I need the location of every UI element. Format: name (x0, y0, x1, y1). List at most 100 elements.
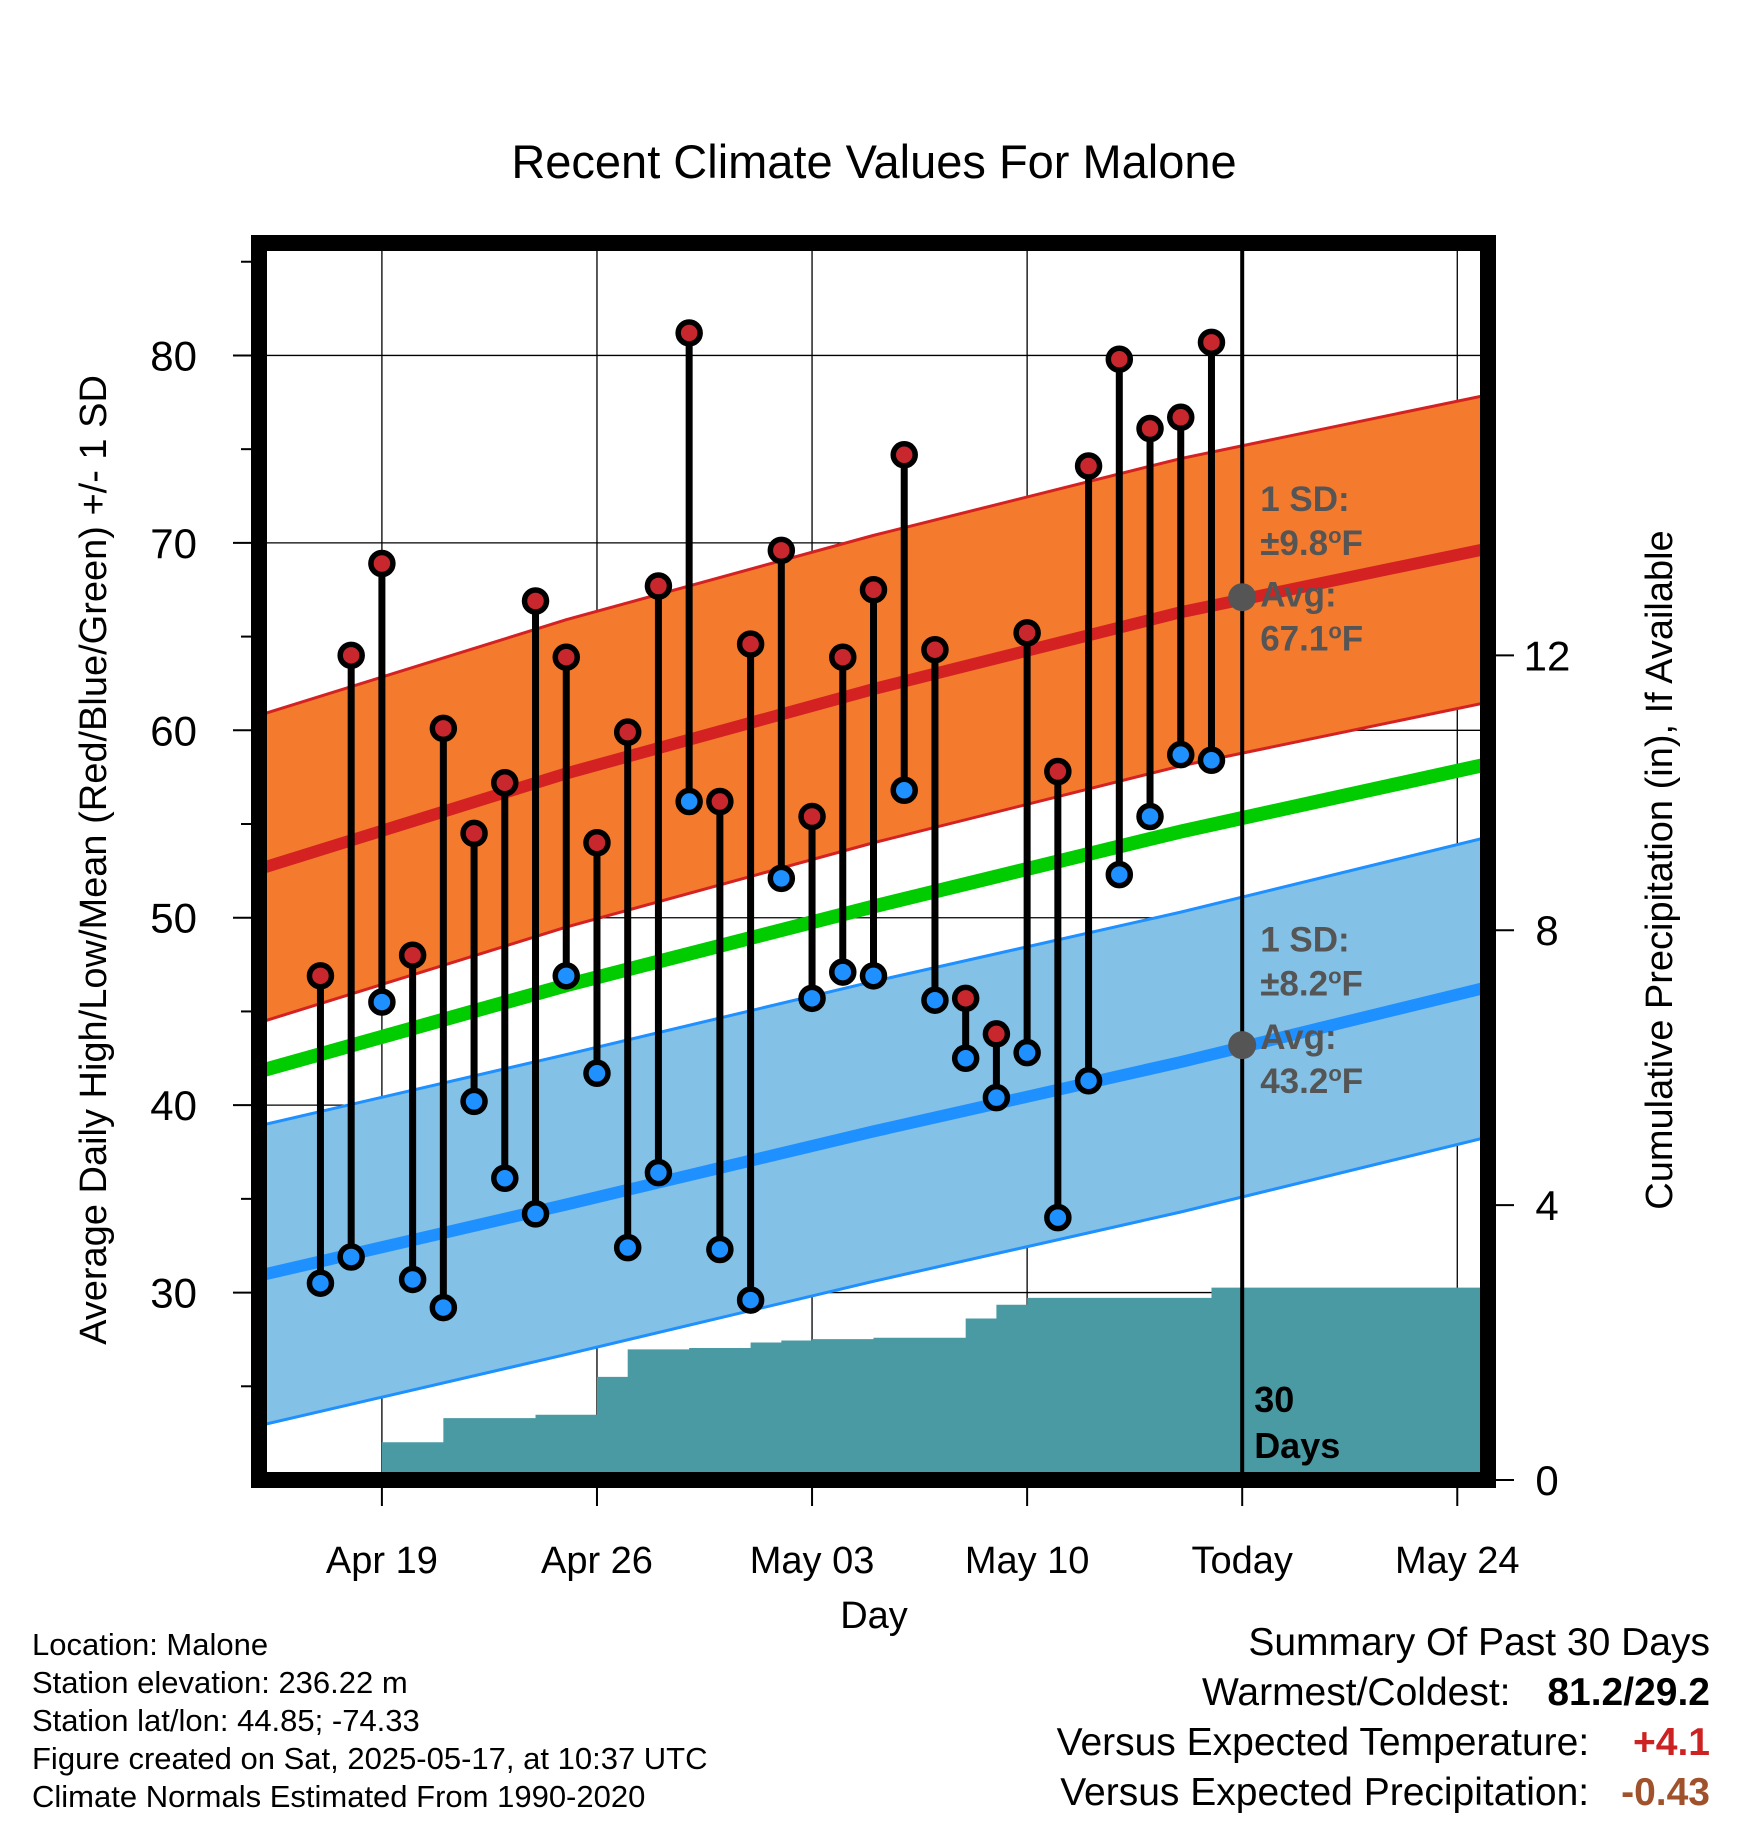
daily-low-marker (368, 988, 396, 1016)
plot-area (259, 243, 1488, 1480)
summary-title: Summary Of Past 30 Days (1248, 1621, 1710, 1664)
daily-high-marker (675, 319, 703, 347)
daily-high-marker (368, 549, 396, 578)
x-axis-label: Day (840, 1595, 908, 1637)
daily-low-marker (951, 1044, 980, 1073)
created-text: Figure created on Sat, 2025-05-17, at 10… (32, 1741, 708, 1776)
daily-low-marker (460, 1087, 488, 1116)
summary-temp-row: Versus Expected Temperature: +4.1 (1057, 1718, 1710, 1768)
daily-high-marker (644, 572, 673, 600)
daily-low-marker (1044, 1203, 1072, 1232)
daily-high-marker (429, 714, 458, 743)
low-annotation-sd-value: ±8.2oF (1260, 963, 1363, 1003)
high-annotation-avg-value: 67.1oF (1260, 619, 1363, 659)
y-tick-label: 30 (150, 1270, 197, 1317)
daily-high-marker (767, 536, 796, 565)
daily-high-marker (491, 769, 519, 797)
daily-low-marker (859, 962, 888, 990)
daily-low-marker (982, 1083, 1011, 1112)
low-annotation-avg-label: Avg: (1260, 1018, 1336, 1057)
temp-value: +4.1 (1633, 1721, 1710, 1764)
daily-high-marker (552, 643, 580, 671)
daily-high-marker (798, 802, 826, 831)
latlon-text: Station lat/lon: 44.85; -74.33 (32, 1703, 420, 1738)
daily-high-marker (1167, 403, 1195, 432)
daily-high-marker (613, 718, 642, 746)
daily-low-marker (1074, 1067, 1103, 1095)
daily-high-marker (890, 441, 918, 469)
y-tick-label: 80 (150, 332, 197, 379)
station-info: Location: Malone Station elevation: 236.… (32, 1626, 708, 1816)
high-sd-upper-edge (259, 393, 1488, 717)
daily-high-marker (1044, 757, 1072, 786)
daily-high-marker (982, 1020, 1011, 1048)
daily-high-marker (1136, 414, 1164, 443)
chart-title: Recent Climate Values For Malone (511, 135, 1236, 188)
today-high-avg-dot (1228, 583, 1257, 612)
days-unit-label: Days (1254, 1425, 1340, 1466)
daily-high-marker (921, 635, 949, 664)
precip-value: -0.43 (1621, 1771, 1710, 1814)
y2-axis-label: Cumulative Precipitation (in), If Availa… (1639, 530, 1681, 1209)
warm-cold-value: 81.2/29.2 (1547, 1671, 1710, 1714)
temp-label: Versus Expected Temperature: (1056, 1721, 1590, 1764)
y-tick-label: 70 (150, 520, 197, 567)
daily-high-marker (1197, 328, 1226, 357)
daily-low-marker (613, 1233, 642, 1262)
precipitation-area (351, 1287, 1488, 1480)
normal-low-line (259, 981, 1488, 1282)
y-tick-label: 40 (150, 1082, 197, 1129)
daily-high-marker (1013, 619, 1041, 647)
daily-low-marker (398, 1265, 427, 1294)
y-axis-label: Average Daily High/Low/Mean (Red/Blue/Gr… (73, 375, 115, 1345)
daily-low-marker (583, 1059, 611, 1088)
daily-low-marker (706, 1235, 734, 1264)
x-tick-label: Apr 26 (541, 1540, 653, 1582)
daily-low-marker (829, 958, 857, 986)
daily-low-marker (644, 1158, 673, 1187)
high-annotation-sd-label: 1 SD: (1260, 480, 1349, 519)
low-annotation-avg-value: 43.2oF (1260, 1061, 1363, 1101)
daily-high-marker (706, 787, 734, 816)
summary-precip-row: Versus Expected Precipitation: -0.43 (1057, 1768, 1710, 1818)
y2-tick-label: 0 (1535, 1457, 1558, 1504)
daily-high-marker (460, 819, 488, 848)
days-count-label: 30 (1254, 1379, 1294, 1420)
normals-text: Climate Normals Estimated From 1990-2020 (32, 1779, 646, 1814)
summary-panel: Summary Of Past 30 Days Warmest/Coldest:… (1057, 1618, 1710, 1818)
x-tick-label: May 24 (1395, 1540, 1520, 1582)
daily-low-marker (1105, 860, 1134, 889)
daily-low-marker (1197, 746, 1226, 775)
plot-frame (251, 235, 1496, 1488)
daily-low-marker (521, 1200, 550, 1228)
daily-low-marker (767, 864, 796, 893)
x-tick-label: May 03 (750, 1540, 875, 1582)
low-annotation-sd-label: 1 SD: (1260, 920, 1349, 959)
daily-high-marker (398, 941, 427, 969)
daily-high-marker (306, 962, 335, 990)
high-annotation-avg-label: Avg: (1260, 576, 1336, 615)
x-tick-label: Apr 19 (326, 1540, 438, 1582)
low-sd-lower-edge (259, 1135, 1488, 1428)
daily-low-marker (798, 984, 826, 1013)
daily-low-marker (337, 1243, 365, 1271)
daily-high-marker (859, 575, 888, 604)
daily-high-marker (337, 641, 365, 670)
location-text: Location: Malone (32, 1627, 269, 1662)
daily-high-marker (829, 643, 857, 671)
daily-low-marker (1167, 740, 1195, 769)
daily-high-marker (583, 829, 611, 857)
today-low-avg-dot (1228, 1031, 1257, 1060)
elevation-text: Station elevation: 236.22 m (32, 1665, 408, 1700)
daily-high-marker (951, 984, 980, 1013)
y2-tick-label: 4 (1535, 1182, 1558, 1229)
x-tick-label: May 10 (965, 1540, 1090, 1582)
daily-low-marker (921, 986, 949, 1014)
daily-low-marker (1013, 1038, 1041, 1067)
y-tick-label: 60 (150, 707, 197, 754)
daily-high-marker (521, 587, 550, 615)
warm-cold-label: Warmest/Coldest: (1202, 1671, 1511, 1714)
daily-low-marker (675, 787, 703, 816)
precip-label: Versus Expected Precipitation: (1060, 1771, 1590, 1814)
